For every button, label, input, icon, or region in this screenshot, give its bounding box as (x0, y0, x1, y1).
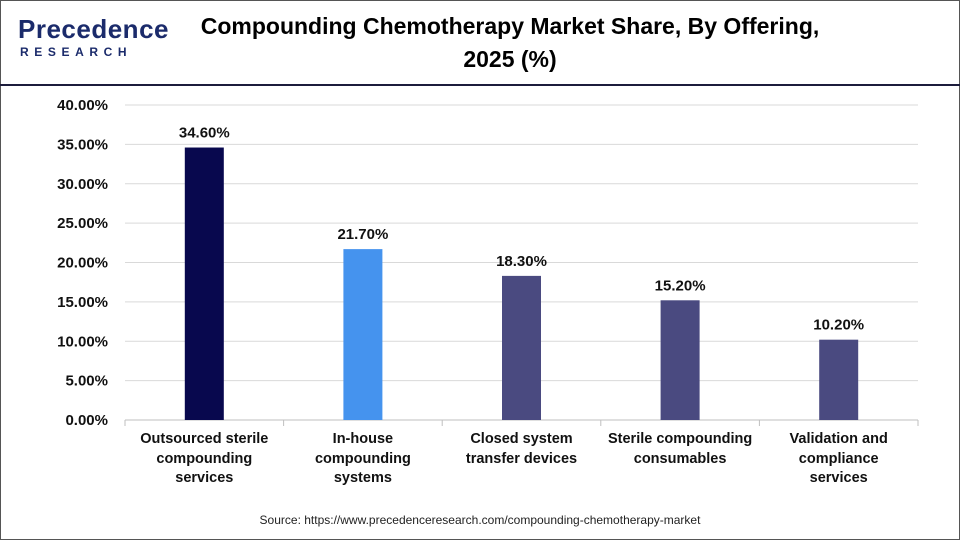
data-label: 18.30% (496, 253, 547, 270)
y-tick-label: 30.00% (57, 176, 108, 193)
data-label: 34.60% (179, 125, 230, 142)
y-tick-label: 25.00% (57, 215, 108, 232)
bar (343, 249, 383, 420)
y-tick-label: 5.00% (65, 373, 108, 390)
x-tick-label: Sterile compounding consumables (607, 431, 753, 467)
y-tick-label: 35.00% (57, 136, 108, 153)
x-tick-label: Closed system transfer devices (465, 431, 578, 467)
y-tick-label: 0.00% (65, 412, 108, 429)
bar (819, 339, 859, 420)
precedence-research-logo: Precedence RESEARCH (16, 14, 169, 64)
chart-title: Compounding Chemotherapy Market Share, B… (200, 13, 820, 72)
y-tick-label: 40.00% (57, 97, 108, 114)
logo-wordmark: Precedence (18, 14, 169, 44)
chart-header: Precedence RESEARCH Compounding Chemothe… (0, 0, 960, 86)
data-label: 10.20% (813, 317, 864, 334)
x-tick-label: In-house compounding systems (314, 431, 411, 486)
bar (502, 275, 541, 420)
source-note: Source: https://www.precedenceresearch.c… (259, 513, 701, 527)
logo-subtitle: RESEARCH (20, 45, 133, 59)
y-tick-label: 10.00% (57, 333, 108, 350)
data-label: 15.20% (655, 277, 706, 294)
bar (660, 300, 700, 420)
data-label: 21.70% (337, 226, 388, 243)
x-tick-label: Validation and compliance services (789, 431, 888, 486)
x-tick-label: Outsourced sterile compounding services (140, 431, 269, 486)
y-tick-label: 15.00% (57, 294, 108, 311)
y-tick-label: 20.00% (57, 255, 108, 272)
bar (184, 147, 224, 420)
